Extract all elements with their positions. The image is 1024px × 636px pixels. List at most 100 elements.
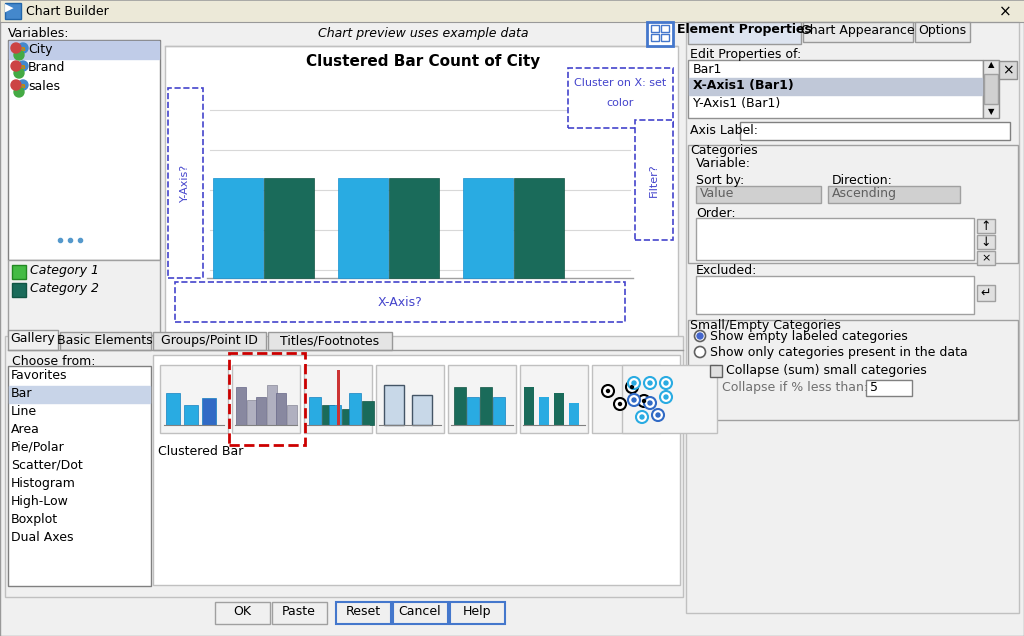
Text: Filter?: Filter? bbox=[649, 163, 659, 197]
Circle shape bbox=[11, 43, 22, 53]
Bar bbox=[362, 401, 374, 425]
Circle shape bbox=[638, 395, 650, 407]
Circle shape bbox=[648, 401, 652, 405]
Text: Chart Builder: Chart Builder bbox=[26, 5, 109, 18]
Bar bbox=[272, 602, 327, 624]
Bar bbox=[8, 260, 160, 335]
Text: Options: Options bbox=[918, 24, 966, 37]
Bar bbox=[8, 330, 58, 350]
Bar bbox=[329, 405, 341, 425]
Text: ↓: ↓ bbox=[981, 235, 991, 249]
Circle shape bbox=[14, 50, 24, 60]
Circle shape bbox=[602, 385, 614, 397]
Text: Cluster on X: set: Cluster on X: set bbox=[573, 78, 667, 88]
Text: Clustered Bar Count of City: Clustered Bar Count of City bbox=[306, 54, 540, 69]
Bar bbox=[5, 3, 22, 19]
Bar bbox=[202, 398, 216, 425]
Text: ×: × bbox=[998, 4, 1012, 19]
Circle shape bbox=[606, 389, 609, 392]
Bar bbox=[0, 0, 1024, 22]
Text: Variables:: Variables: bbox=[8, 27, 70, 40]
Bar bbox=[651, 34, 659, 41]
Text: Sort by:: Sort by: bbox=[696, 174, 744, 187]
Text: ▲: ▲ bbox=[988, 60, 994, 69]
Bar bbox=[175, 282, 625, 322]
Text: Category 2: Category 2 bbox=[30, 282, 99, 295]
Text: High-Low: High-Low bbox=[11, 495, 69, 508]
Text: ↑: ↑ bbox=[981, 219, 991, 233]
Circle shape bbox=[660, 377, 672, 389]
Text: Choose from:: Choose from: bbox=[12, 355, 95, 368]
Circle shape bbox=[652, 409, 664, 421]
Text: Excluded:: Excluded: bbox=[696, 264, 758, 277]
Text: Histogram: Histogram bbox=[11, 477, 76, 490]
Circle shape bbox=[664, 395, 668, 399]
Bar bbox=[977, 251, 995, 265]
Bar bbox=[160, 365, 228, 433]
Text: Groups/Point ID: Groups/Point ID bbox=[161, 334, 257, 347]
Text: Small/Empty Categories: Small/Empty Categories bbox=[690, 319, 841, 332]
Bar bbox=[999, 61, 1017, 79]
Text: color: color bbox=[606, 98, 634, 108]
Circle shape bbox=[18, 43, 28, 53]
Bar bbox=[915, 22, 970, 42]
Bar bbox=[539, 397, 549, 425]
Bar bbox=[828, 186, 961, 203]
Bar bbox=[686, 22, 1019, 613]
Circle shape bbox=[18, 61, 28, 71]
Circle shape bbox=[11, 61, 22, 71]
Text: Collapse if % less than:: Collapse if % less than: bbox=[722, 381, 868, 394]
Bar bbox=[60, 332, 151, 350]
Text: Reset: Reset bbox=[345, 605, 381, 618]
Text: Collapse (sum) small categories: Collapse (sum) small categories bbox=[726, 364, 927, 377]
Bar bbox=[662, 34, 669, 41]
Bar bbox=[467, 397, 479, 425]
Bar bbox=[268, 332, 392, 350]
Bar bbox=[309, 397, 321, 425]
Bar bbox=[9, 41, 159, 59]
Text: sales: sales bbox=[28, 80, 60, 93]
Bar bbox=[866, 380, 912, 396]
Bar bbox=[710, 365, 722, 377]
Bar bbox=[376, 365, 444, 433]
Bar bbox=[569, 403, 579, 425]
Text: Clustered Bar: Clustered Bar bbox=[158, 445, 244, 458]
Bar bbox=[256, 397, 266, 425]
Circle shape bbox=[664, 381, 668, 385]
Circle shape bbox=[648, 381, 652, 385]
Bar bbox=[8, 366, 151, 586]
Bar bbox=[412, 395, 432, 425]
Bar bbox=[688, 320, 1018, 420]
Circle shape bbox=[694, 347, 706, 357]
Text: Gallery: Gallery bbox=[10, 332, 55, 345]
Text: Brand: Brand bbox=[28, 61, 66, 74]
Circle shape bbox=[660, 391, 672, 403]
Bar bbox=[689, 78, 982, 95]
Text: Chart Appearance: Chart Appearance bbox=[801, 24, 914, 37]
Circle shape bbox=[11, 80, 22, 90]
Circle shape bbox=[632, 398, 636, 402]
Bar bbox=[304, 365, 372, 433]
Bar bbox=[247, 400, 257, 425]
Text: Pie/Polar: Pie/Polar bbox=[11, 441, 65, 454]
Bar bbox=[267, 385, 278, 425]
Text: Show empty labeled categories: Show empty labeled categories bbox=[710, 330, 907, 343]
Circle shape bbox=[694, 331, 706, 342]
Bar bbox=[9, 386, 150, 403]
Bar bbox=[215, 602, 270, 624]
Bar bbox=[592, 365, 660, 433]
Text: Variable:: Variable: bbox=[696, 157, 751, 170]
Text: Area: Area bbox=[11, 423, 40, 436]
Bar bbox=[165, 46, 678, 340]
Text: Axis Label:: Axis Label: bbox=[690, 124, 758, 137]
Bar bbox=[322, 405, 334, 425]
Bar bbox=[696, 186, 821, 203]
Circle shape bbox=[628, 377, 640, 389]
Text: X-Axis?: X-Axis? bbox=[378, 296, 422, 308]
Circle shape bbox=[644, 397, 656, 409]
Circle shape bbox=[618, 403, 622, 406]
Bar bbox=[389, 178, 439, 278]
Bar bbox=[651, 25, 659, 32]
Circle shape bbox=[14, 87, 24, 97]
Bar bbox=[166, 393, 180, 425]
